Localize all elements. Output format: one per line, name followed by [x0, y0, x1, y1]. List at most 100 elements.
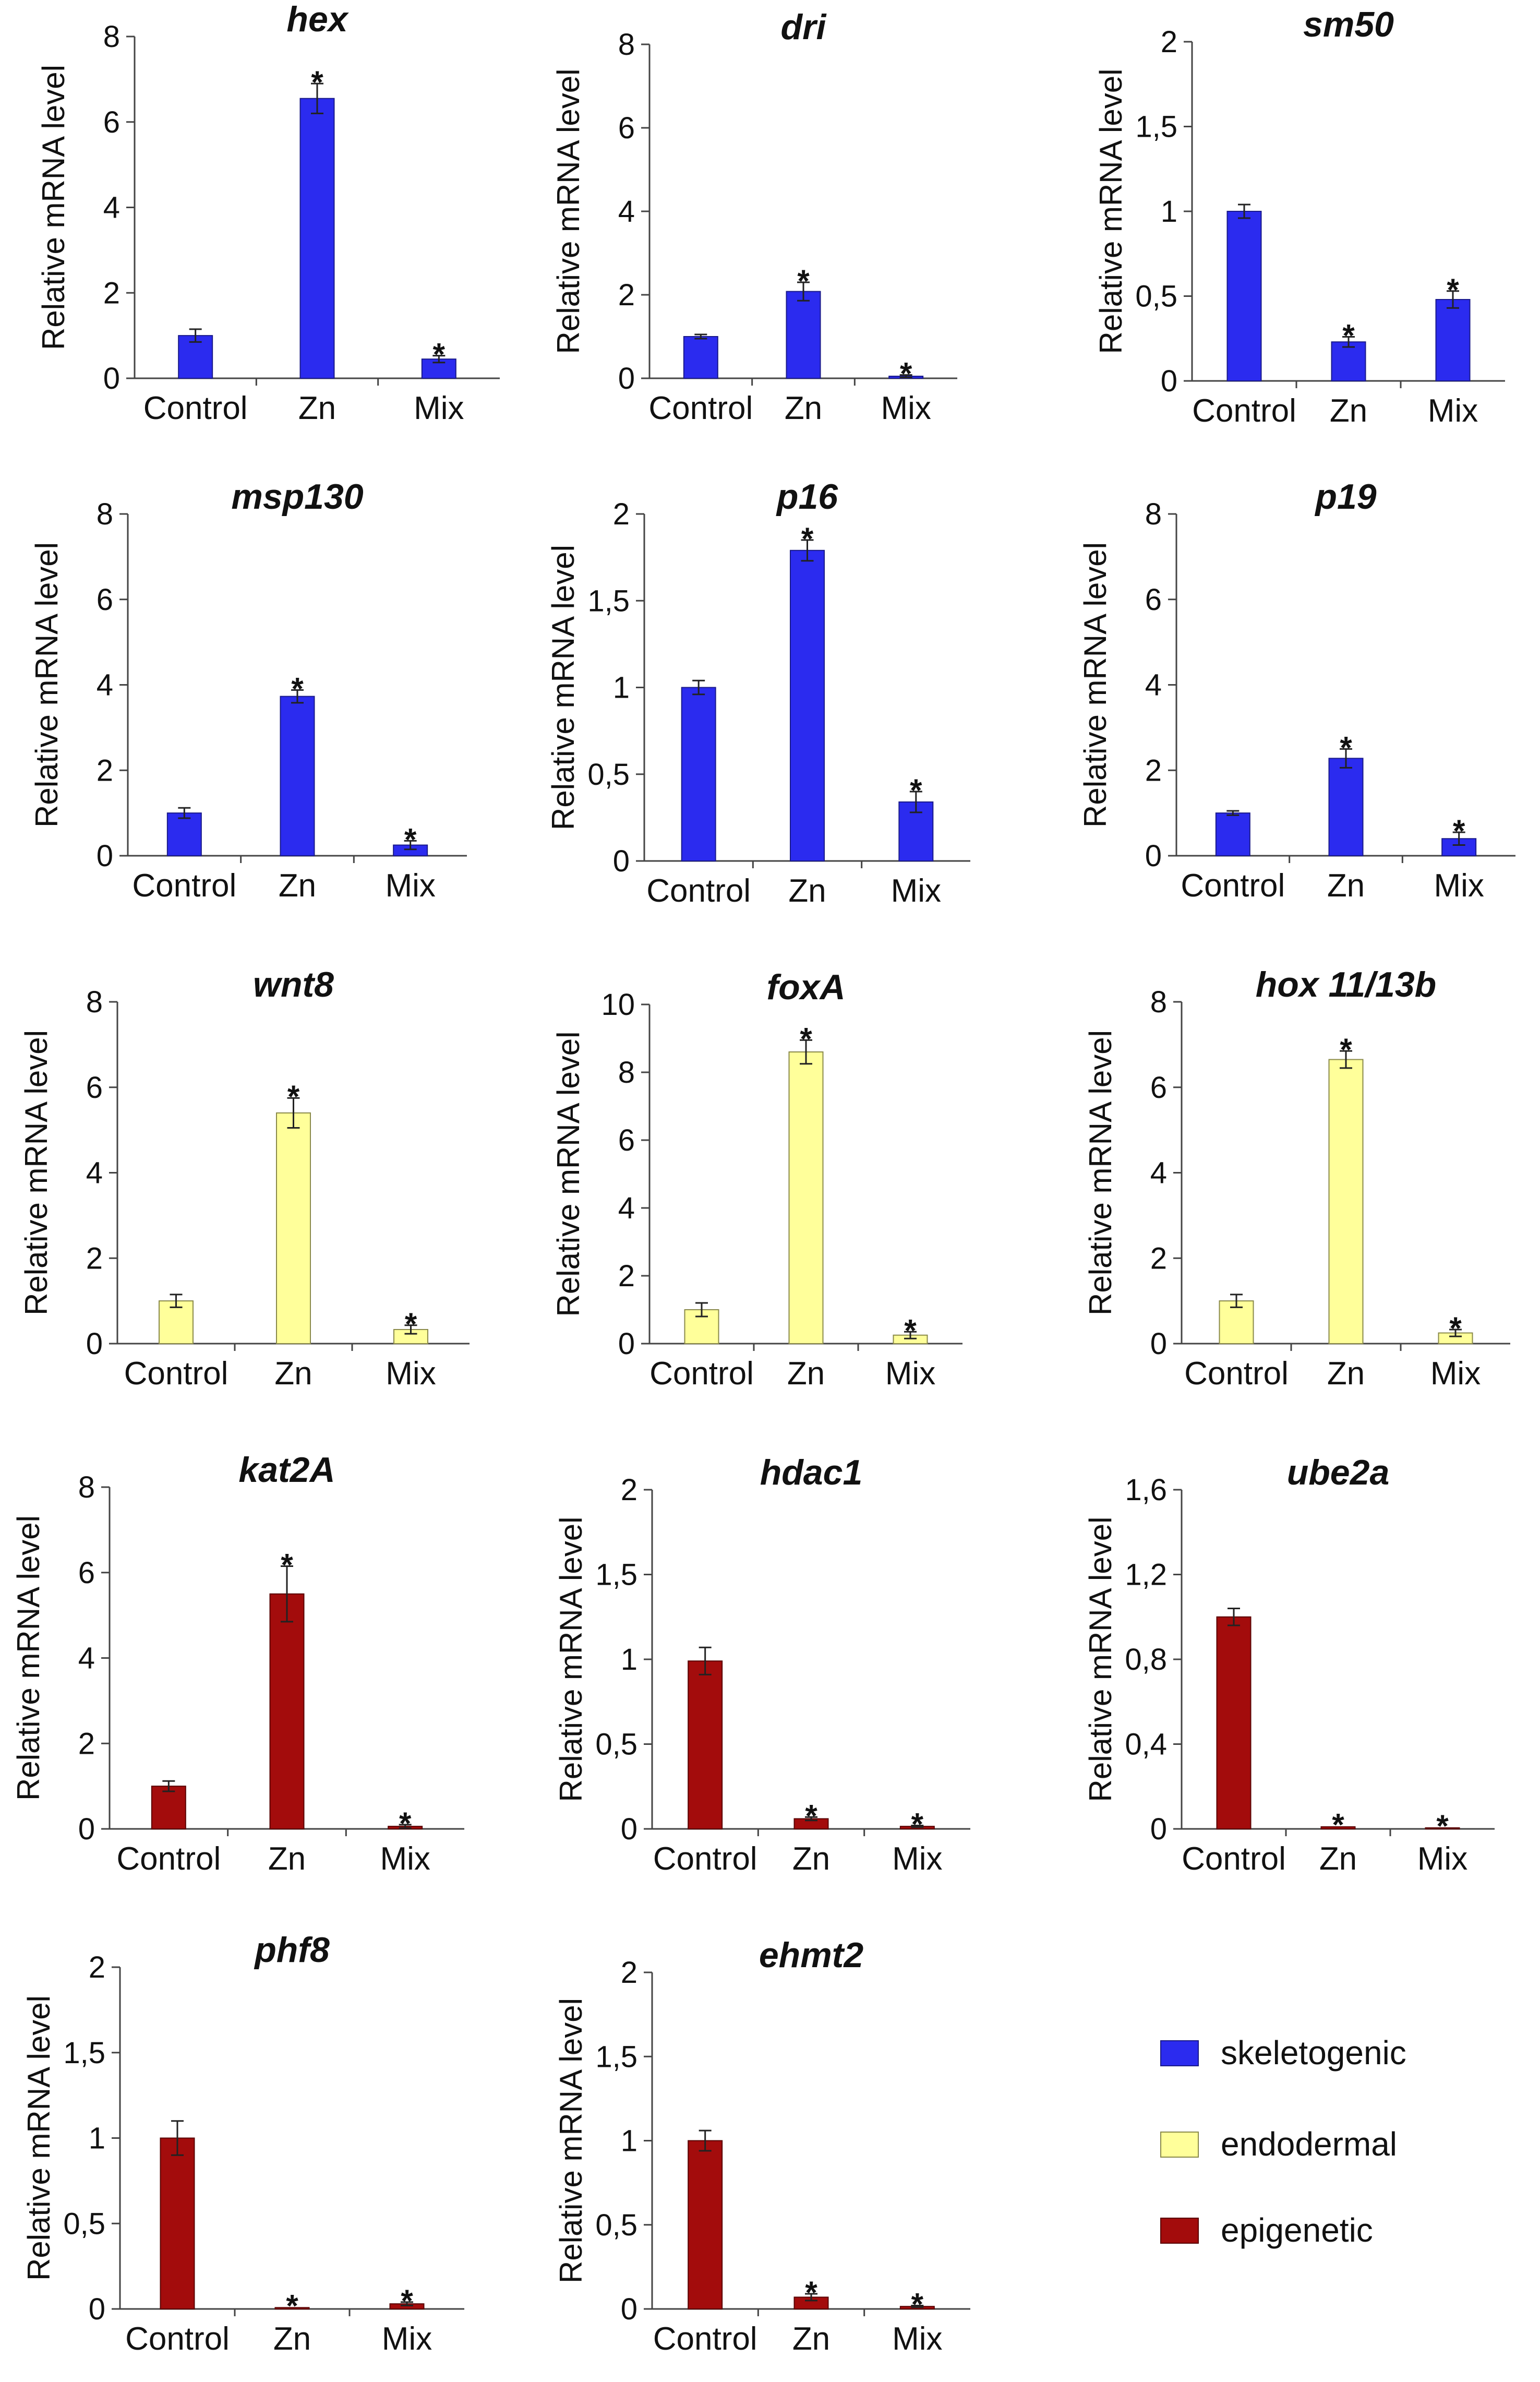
y-tick-label: 1 [89, 2122, 105, 2156]
significance-star: * [800, 1021, 812, 1056]
chart-title: p19 [1314, 477, 1376, 517]
y-tick-label: 2 [618, 1259, 635, 1293]
x-tick-label: Zn [1327, 1356, 1365, 1392]
y-axis-label: Relative mRNA level [11, 1515, 46, 1801]
y-axis-label: Relative mRNA level [1083, 1517, 1118, 1802]
x-tick-label: Mix [385, 868, 435, 904]
legend-swatch-skeletogenic [1160, 2040, 1199, 2066]
y-tick-label: 6 [78, 1556, 95, 1590]
bar-zn [274, 2307, 310, 2309]
bar-control [151, 1786, 186, 1829]
y-tick-label: 2 [1150, 1241, 1167, 1275]
significance-star: * [911, 1807, 924, 1842]
x-tick-label: Mix [892, 2321, 942, 2357]
y-tick-label: 2 [89, 1950, 105, 1984]
legend: skeletogenic endodermal epigenetic [1160, 2034, 1406, 2249]
x-tick-label: Zn [792, 1841, 830, 1877]
y-tick-label: 1 [613, 671, 630, 705]
x-tick-label: Mix [881, 390, 931, 426]
x-tick-label: Zn [792, 2321, 830, 2357]
x-tick-label: Mix [1434, 868, 1484, 904]
y-tick-label: 8 [1150, 985, 1167, 1019]
y-tick-label: 8 [97, 497, 113, 531]
y-axis-label: Relative mRNA level [546, 545, 581, 830]
significance-star: * [1332, 1808, 1344, 1842]
x-tick-label: Zn [298, 390, 336, 426]
y-tick-label: 1,5 [595, 1558, 637, 1592]
bar-control [1226, 211, 1262, 381]
y-tick-label: 0 [1150, 1327, 1167, 1361]
x-tick-label: Zn [787, 1356, 825, 1392]
x-tick-label: Control [1181, 868, 1285, 904]
chart-title: kat2A [238, 1450, 335, 1490]
x-tick-label: Mix [1430, 1356, 1481, 1392]
panel-hex: 0 2 4 6 8 Control * Zn * Mix hex Relative mRNA leve… [36, 0, 500, 426]
x-tick-label: Zn [1319, 1841, 1357, 1877]
y-tick-label: 8 [86, 985, 103, 1019]
y-tick-label: 0 [1145, 839, 1162, 873]
y-tick-label: 2 [1161, 25, 1177, 59]
x-tick-label: Mix [891, 873, 941, 909]
x-tick-label: Mix [386, 1356, 436, 1392]
y-tick-label: 0,5 [63, 2207, 105, 2241]
y-tick-label: 0,8 [1125, 1643, 1167, 1677]
chart-title: wnt8 [253, 965, 334, 1004]
x-tick-label: Mix [892, 1841, 942, 1877]
x-tick-label: Mix [1428, 393, 1478, 429]
x-tick-label: Mix [1417, 1841, 1467, 1877]
panel-foxa: 0 2 4 6 8 10 Control * Zn * Mix foxA Relative mRNA l… [551, 967, 962, 1392]
x-tick-label: Control [125, 2321, 230, 2357]
chart-title: msp130 [231, 477, 363, 517]
y-tick-label: 8 [103, 20, 120, 54]
y-tick-label: 0 [1150, 1812, 1167, 1846]
chart-title: p16 [776, 477, 838, 517]
y-tick-label: 4 [103, 191, 120, 225]
y-tick-label: 6 [1150, 1071, 1167, 1105]
y-axis-label: Relative mRNA level [29, 542, 64, 828]
y-tick-label: 0 [613, 844, 630, 878]
x-tick-label: Control [132, 868, 236, 904]
bar-zn [788, 1051, 824, 1344]
chart-title: hox 11/13b [1256, 965, 1436, 1004]
y-tick-label: 8 [1145, 497, 1162, 531]
y-tick-label: 0 [97, 839, 113, 873]
bar-zn [1328, 758, 1364, 856]
y-axis-label: Relative mRNA level [1078, 542, 1113, 828]
panel-sm50: 0 0,5 1 1,5 2 Control * Zn * Mix sm50 Relative mRNA… [1093, 5, 1505, 429]
bar-control [681, 687, 716, 861]
x-tick-label: Mix [382, 2321, 432, 2357]
y-tick-label: 1,5 [595, 2040, 637, 2074]
x-tick-label: Zn [273, 2321, 311, 2357]
y-tick-label: 4 [618, 195, 635, 229]
panel-hox-11-13b: 0 2 4 6 8 Control * Zn * Mix hox 11/13b Relative mR… [1083, 965, 1510, 1392]
legend-label-skeletogenic: skeletogenic [1221, 2034, 1406, 2072]
x-tick-label: Control [653, 1841, 757, 1877]
bar-zn [299, 98, 335, 379]
y-axis-label: Relative mRNA level [551, 1032, 586, 1317]
significance-star: * [801, 521, 814, 556]
y-tick-label: 1 [621, 2124, 637, 2158]
significance-star: * [910, 773, 922, 808]
y-tick-label: 1,5 [63, 2036, 105, 2070]
y-tick-label: 6 [618, 111, 635, 145]
significance-star: * [805, 2275, 817, 2310]
y-tick-label: 0,4 [1125, 1728, 1167, 1762]
bar-zn [280, 696, 315, 856]
y-tick-label: 4 [1150, 1156, 1167, 1190]
y-tick-label: 0 [618, 1327, 635, 1361]
y-axis-label: Relative mRNA level [554, 1998, 588, 2283]
y-axis-label: Relative mRNA level [36, 65, 71, 350]
y-tick-label: 1 [621, 1643, 637, 1677]
y-axis-label: Relative mRNA level [19, 1030, 54, 1315]
y-tick-label: 0,5 [587, 758, 630, 792]
chart-title: phf8 [254, 1930, 330, 1970]
bar-control [1215, 812, 1250, 856]
y-axis-label: Relative mRNA level [1093, 69, 1128, 354]
significance-star: * [399, 1806, 412, 1841]
x-tick-label: Zn [788, 873, 826, 909]
significance-star: * [797, 264, 810, 298]
x-tick-label: Control [646, 873, 751, 909]
